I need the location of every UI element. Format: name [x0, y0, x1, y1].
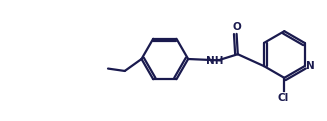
Text: NH: NH	[206, 56, 224, 66]
Text: N: N	[305, 61, 314, 71]
Text: O: O	[232, 22, 241, 32]
Text: Cl: Cl	[278, 93, 289, 103]
